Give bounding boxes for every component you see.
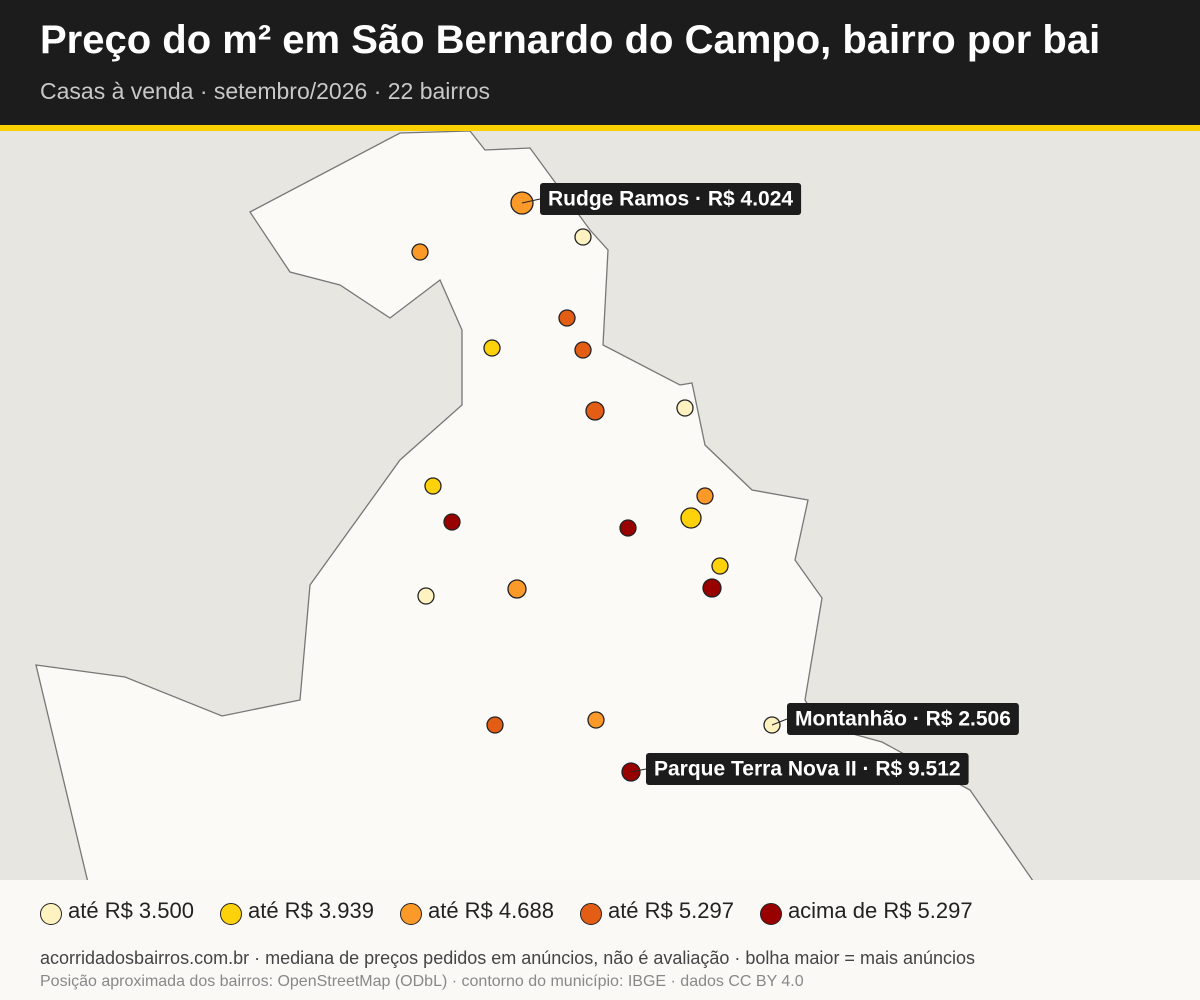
neighborhood-bubble (711, 557, 729, 575)
legend-item: até R$ 4.688 (399, 897, 554, 925)
legend-label: acima de R$ 5.297 (787, 898, 973, 923)
neighborhood-bubble (507, 579, 527, 599)
neighborhood-bubble (558, 309, 576, 327)
neighborhood-bubble (702, 578, 722, 598)
legend: até R$ 3.500 até R$ 3.939 até R$ 4.688 até … (40, 897, 973, 925)
legend-swatch (399, 903, 422, 925)
leader-line (630, 768, 647, 773)
neighborhood-bubble (696, 487, 714, 505)
header: Preço do m² em São Bernardo do Campo, ba… (0, 0, 1200, 131)
legend-item: até R$ 3.939 (219, 897, 374, 925)
legend-label: até R$ 5.297 (607, 898, 734, 923)
neighborhood-bubble (574, 228, 592, 246)
legend-swatch (579, 903, 602, 925)
neighborhood-bubble (486, 716, 504, 734)
annotation-label: Montanhão · R$ 2.506 (795, 708, 1011, 731)
annotation-box (787, 703, 1019, 735)
leader-line (771, 718, 788, 726)
legend-item: até R$ 5.297 (579, 897, 734, 925)
neighborhood-bubble (619, 519, 637, 537)
legend-swatch (759, 903, 782, 925)
legend-label: até R$ 4.688 (427, 898, 554, 923)
neighborhood-bubble (587, 711, 605, 729)
leader-line (521, 198, 541, 204)
annotation-box (646, 753, 969, 785)
neighborhood-bubble (680, 507, 702, 529)
bubbles (411, 191, 781, 782)
legend-label: até R$ 3.939 (247, 898, 374, 923)
annotation-box (540, 183, 802, 215)
title: Preço do m² em São Bernardo do Campo, ba… (40, 18, 1101, 62)
annotation-label: Rudge Ramos · R$ 4.024 (548, 188, 793, 211)
neighborhood-bubble (424, 477, 442, 495)
neighborhood-bubble (411, 243, 429, 261)
legend-item: até R$ 3.500 (40, 897, 194, 925)
annotation-label: Parque Terra Nova II · R$ 9.512 (654, 758, 961, 781)
footer-credits: Posição aproximada dos bairros: OpenStre… (40, 973, 804, 990)
neighborhood-bubble (483, 339, 501, 357)
neighborhood-bubble (417, 587, 435, 605)
legend-label: até R$ 3.500 (68, 898, 194, 923)
neighborhood-bubble (574, 341, 592, 359)
map: Rudge Ramos · R$ 4.024 Montanhão · R$ 2.5… (0, 131, 1200, 880)
legend-swatch (219, 903, 242, 925)
annotations: Rudge Ramos · R$ 4.024 Montanhão · R$ 2.5… (521, 183, 1019, 785)
legend-item: acima de R$ 5.297 (759, 897, 973, 925)
neighborhood-bubble (443, 513, 461, 531)
neighborhood-bubble (676, 399, 694, 417)
neighborhood-bubble (585, 401, 605, 421)
legend-swatch (40, 903, 62, 925)
subtitle: Casas à venda · setembro/2026 · 22 bairr… (40, 78, 491, 104)
footer-source: acorridadosbairros.com.br · mediana de p… (40, 948, 976, 968)
